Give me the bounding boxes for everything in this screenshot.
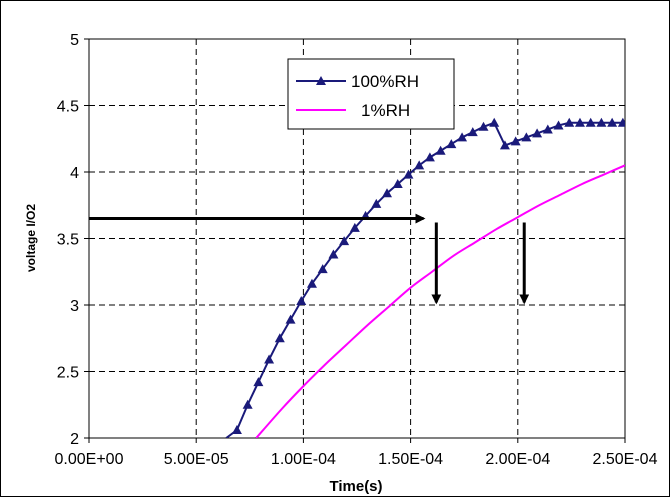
series-line-1 xyxy=(255,164,625,438)
data-point xyxy=(564,117,575,127)
data-point xyxy=(371,198,382,208)
data-point xyxy=(264,354,275,364)
data-point xyxy=(414,160,425,170)
series-1 xyxy=(255,164,625,438)
data-point xyxy=(349,222,360,232)
x-tick-label: 2.50E-04 xyxy=(593,451,658,468)
data-point xyxy=(510,136,521,146)
legend-label-1rh: 1%RH xyxy=(361,101,410,120)
legend-marker-100rh xyxy=(316,76,326,85)
y-tick-label: 2.5 xyxy=(57,365,79,382)
data-point xyxy=(574,117,585,127)
data-point xyxy=(382,188,393,198)
data-point xyxy=(424,152,435,162)
data-point xyxy=(403,169,414,179)
y-axis-title: voltage I/O2 xyxy=(24,204,38,272)
data-point xyxy=(285,314,296,324)
y-tick-label: 4 xyxy=(70,165,79,182)
data-point xyxy=(435,145,446,155)
axes: 2 2.5 3 3.5 4 4.5 5 0.00E+00 5.00E-05 1.00E-04 1.5… xyxy=(55,32,658,468)
data-point xyxy=(532,128,543,138)
data-point xyxy=(607,117,618,127)
data-point xyxy=(617,117,625,127)
series-0 xyxy=(225,117,625,438)
y-tick-label: 2 xyxy=(70,431,79,448)
legend-box xyxy=(287,58,455,130)
data-point xyxy=(489,117,500,127)
x-tick-label: 2.00E-04 xyxy=(485,451,550,468)
x-tick-label: 0.00E+00 xyxy=(55,451,124,468)
x-tick-label: 5.00E-05 xyxy=(164,451,229,468)
legend: 100%RH 1%RH xyxy=(287,58,455,130)
data-point xyxy=(467,127,478,137)
series-group xyxy=(225,117,625,438)
data-point xyxy=(542,124,553,134)
data-point xyxy=(242,399,253,409)
data-point xyxy=(306,278,317,288)
x-tick-label: 1.00E-04 xyxy=(271,451,336,468)
data-point xyxy=(457,132,468,142)
data-point xyxy=(253,377,264,387)
data-point xyxy=(274,333,285,343)
legend-label-100rh: 100%RH xyxy=(351,72,419,91)
data-point xyxy=(328,249,339,259)
data-point xyxy=(585,117,596,127)
data-point xyxy=(553,120,564,130)
data-point xyxy=(478,121,489,131)
data-point xyxy=(231,425,242,435)
data-point xyxy=(339,236,350,246)
y-tick-label: 4.5 xyxy=(57,99,79,116)
annotations xyxy=(89,213,530,305)
data-point xyxy=(317,264,328,274)
data-point xyxy=(296,296,307,306)
y-tick-label: 3.5 xyxy=(57,232,79,249)
data-point xyxy=(521,132,532,142)
y-tick-label: 5 xyxy=(70,32,79,49)
data-point xyxy=(596,117,607,127)
x-axis-title: Time(s) xyxy=(329,478,382,495)
x-tick-label: 1.50E-04 xyxy=(378,451,443,468)
data-point xyxy=(499,140,510,150)
y-tick-label: 3 xyxy=(70,298,79,315)
data-point xyxy=(446,139,457,149)
data-point xyxy=(392,178,403,188)
